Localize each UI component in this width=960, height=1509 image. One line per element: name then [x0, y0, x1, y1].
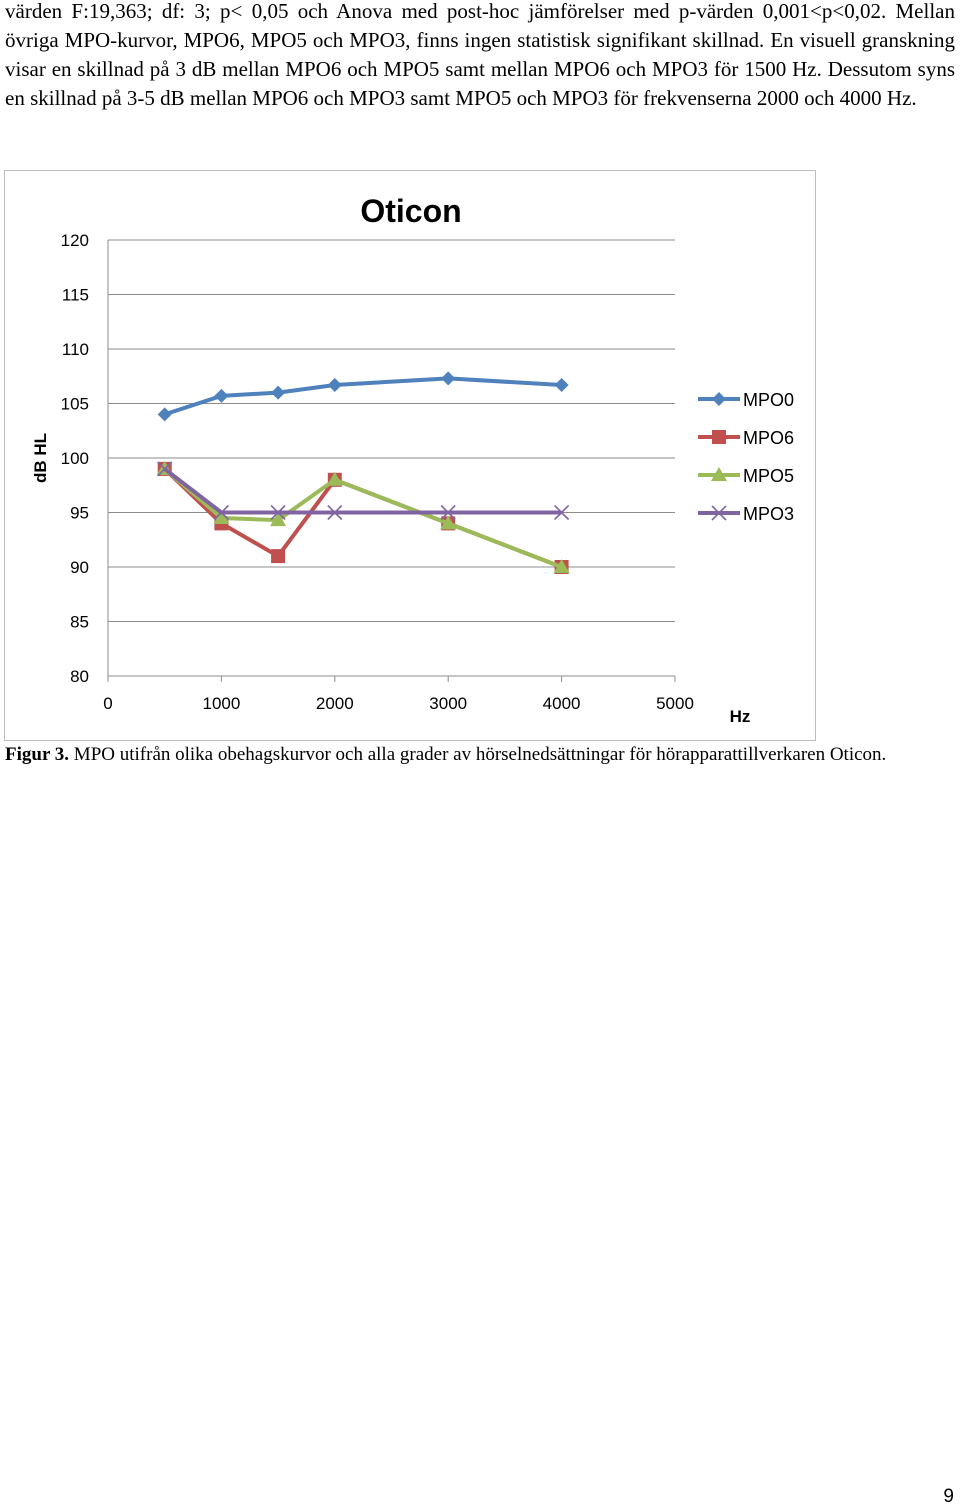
data-point-mpo6 [271, 549, 286, 564]
caption-text: MPO utifrån olika obehagskurvor och alla… [69, 744, 887, 765]
gridlines [108, 239, 675, 677]
data-point-mpo5 [270, 512, 287, 527]
y-tick-label: 120 [61, 231, 89, 250]
data-point-mpo5 [553, 559, 570, 573]
line-chart: 80 85 90 95 100 105 110 115 120 0 1000 2000 3000 4000… [31, 193, 794, 726]
x-tick-label: 0 [103, 694, 112, 713]
legend-marker-mpo3 [711, 505, 727, 521]
series-line-mpo3 [163, 467, 562, 515]
legend-label: MPO0 [743, 390, 794, 410]
legend-marker-mpo0 [712, 392, 726, 406]
y-tick-label: 85 [70, 613, 89, 632]
legend-item-mpo3: MPO3 [698, 504, 794, 524]
legend-label: MPO6 [743, 428, 794, 448]
y-tick-label: 95 [70, 504, 89, 523]
legend-item-mpo5: MPO5 [698, 466, 794, 486]
caption-label: Figur 3. [5, 744, 70, 765]
x-axis-label: Hz [730, 707, 751, 726]
y-tick-label: 115 [62, 286, 89, 305]
y-tick-label: 90 [70, 558, 89, 577]
data-point-mpo0 [327, 377, 342, 392]
data-point-mpo0 [441, 371, 456, 386]
series-line-mpo0 [164, 376, 562, 417]
x-tick-label: 3000 [429, 694, 467, 713]
x-tick-label: 1000 [202, 694, 240, 713]
body-paragraph: värden F:19,363; df: 3; p< 0,05 och Anov… [5, 0, 955, 110]
data-point-mpo5 [213, 509, 230, 524]
data-point-mpo5 [440, 515, 457, 530]
figure-chart-frame: 80 85 90 95 100 105 110 115 120 0 1000 2000 3000 4000… [4, 170, 816, 741]
y-tick-label: 110 [62, 340, 89, 359]
data-point-mpo3 [554, 504, 570, 521]
legend-label: MPO3 [743, 504, 794, 524]
data-point-mpo0 [157, 407, 172, 422]
page-number: 9 [943, 1486, 954, 1507]
y-tick-label: 100 [61, 449, 89, 468]
y-tick-label: 80 [70, 667, 89, 686]
series-mpo3 [157, 461, 570, 521]
chart-title: Oticon [360, 193, 461, 229]
series-lines [156, 371, 570, 574]
data-point-mpo3 [440, 504, 456, 521]
legend: MPO0 MPO6 MPO5 MPO3 [698, 390, 794, 524]
legend-item-mpo6: MPO6 [698, 428, 794, 448]
legend-marker-mpo6 [712, 430, 726, 444]
x-tick-label: 2000 [316, 694, 354, 713]
legend-marker-mpo5 [711, 467, 727, 481]
data-point-mpo0 [554, 377, 569, 392]
data-point-mpo3 [213, 504, 229, 521]
series-line-mpo5 [163, 467, 563, 569]
y-tick-label: 105 [61, 395, 89, 414]
data-point-mpo5 [326, 471, 343, 486]
legend-label: MPO5 [743, 466, 794, 486]
data-point-mpo3 [327, 504, 343, 521]
x-tick-label: 4000 [543, 694, 581, 713]
axes: 80 85 90 95 100 105 110 115 120 0 1000 2000 3000 4000… [61, 231, 694, 713]
y-axis-label: dB HL [31, 433, 50, 483]
data-point-mpo0 [271, 385, 286, 400]
series-mpo5 [156, 460, 570, 573]
x-tick-label: 5000 [656, 694, 694, 713]
data-point-mpo3 [157, 461, 173, 477]
series-mpo0 [157, 371, 569, 422]
data-point-mpo0 [214, 388, 229, 403]
legend-item-mpo0: MPO0 [698, 390, 794, 410]
data-point-mpo3 [270, 504, 286, 521]
figure-caption: Figur 3. MPO utifrån olika obehagskurvor… [5, 742, 955, 767]
